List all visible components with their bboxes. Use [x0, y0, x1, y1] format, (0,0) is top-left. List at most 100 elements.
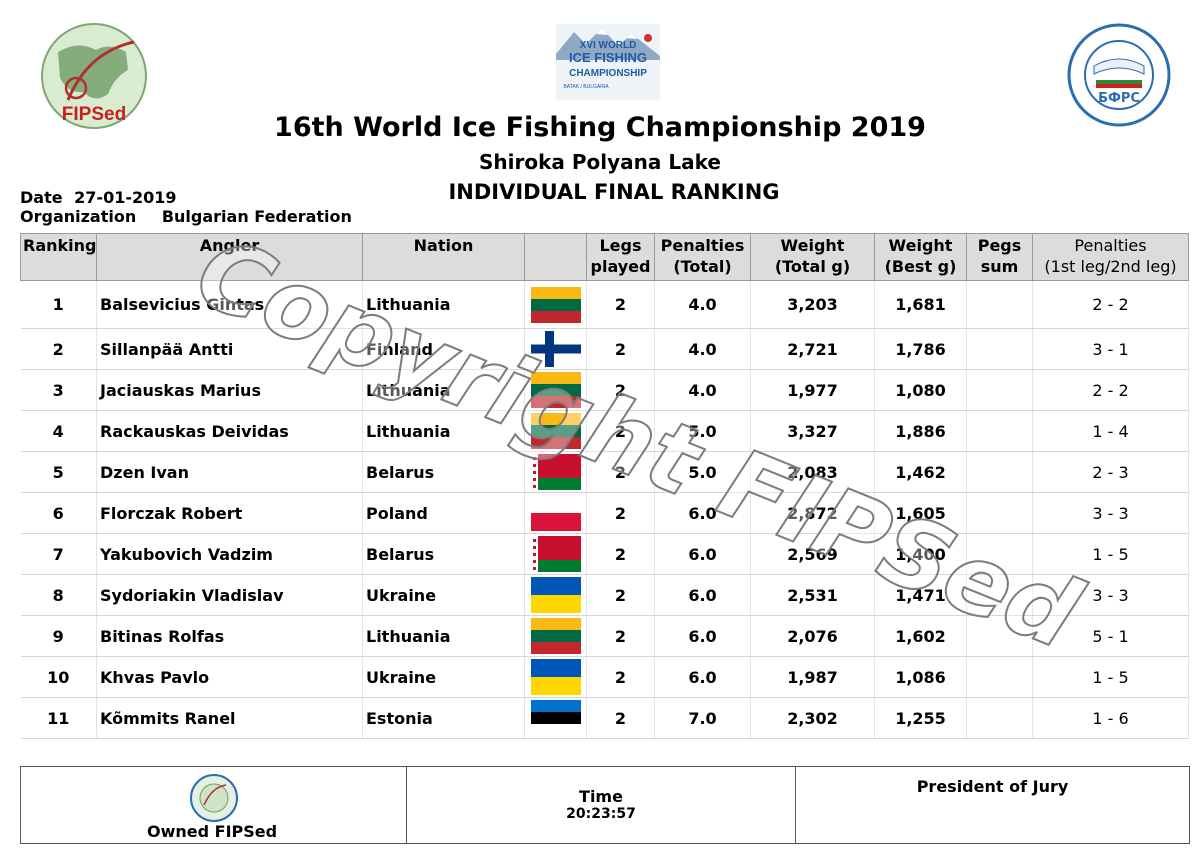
nation-cell: Ukraine [362, 656, 525, 698]
rank-cell: 8 [20, 574, 97, 616]
angler-cell: Khvas Pavlo [96, 656, 363, 698]
ukraine-flag-icon [530, 577, 581, 613]
table-row: 6 Florczak Robert Poland 2 6.0 2,872 1,605 3 - … [20, 492, 1189, 534]
footer-owner-cell: Owned FIPSed [21, 767, 407, 843]
penalties-cell: 5.0 [654, 451, 751, 493]
pegs-cell [966, 533, 1033, 575]
flag-cell [524, 328, 587, 370]
pegs-cell [966, 492, 1033, 534]
legs-cell: 2 [586, 574, 655, 616]
lithuania-flag-icon [530, 372, 581, 408]
flag-cell [524, 574, 587, 616]
angler-cell: Yakubovich Vadzim [96, 533, 363, 575]
table-row: 5 Dzen Ivan Belarus 2 5.0 2,083 1,462 2 - 3 [20, 451, 1189, 493]
legs-cell: 2 [586, 615, 655, 657]
header-penalties-total: Penalties (Total) [654, 233, 751, 281]
weight-total-cell: 1,987 [750, 656, 875, 698]
leg-penalties-cell: 3 - 1 [1032, 328, 1189, 370]
weight-total-cell: 1,977 [750, 369, 875, 411]
lithuania-flag-icon [530, 286, 581, 323]
legs-cell: 2 [586, 492, 655, 534]
svg-text:XVI WORLD: XVI WORLD [580, 40, 637, 51]
footer-jury-cell: President of Jury [796, 767, 1189, 843]
legs-cell: 2 [586, 280, 655, 329]
table-row: 3 Jaciauskas Marius Lithuania 2 4.0 1,977 1,08… [20, 369, 1189, 411]
date-label: Date [20, 188, 63, 207]
lithuania-flag-icon [530, 618, 581, 654]
weight-total-cell: 3,203 [750, 280, 875, 329]
table-row: 7 Yakubovich Vadzim Belarus 2 6.0 2,569 1,400 1… [20, 533, 1189, 575]
nation-cell: Belarus [362, 533, 525, 575]
legs-cell: 2 [586, 369, 655, 411]
pegs-cell [966, 369, 1033, 411]
weight-total-cell: 2,569 [750, 533, 875, 575]
header-weight-total: Weight (Total g) [750, 233, 875, 281]
header-pegs-sum: Pegs sum [966, 233, 1033, 281]
leg-penalties-cell: 3 - 3 [1032, 574, 1189, 616]
angler-cell: Bitinas Rolfas [96, 615, 363, 657]
federation-seal: БФРС [1066, 22, 1172, 128]
penalties-cell: 6.0 [654, 492, 751, 534]
fipsed-logo-text: FIPSed [62, 104, 126, 125]
pegs-cell [966, 574, 1033, 616]
rank-cell: 4 [20, 410, 97, 452]
weight-best-cell: 1,886 [874, 410, 967, 452]
weight-best-cell: 1,462 [874, 451, 967, 493]
rank-cell: 11 [20, 697, 97, 739]
svg-text:CHAMPIONSHIP: CHAMPIONSHIP [569, 68, 647, 79]
organization-label: Organization [20, 207, 137, 226]
header-leg-penalties: Penalties (1st leg/2nd leg) [1032, 233, 1189, 281]
angler-cell: Florczak Robert [96, 492, 363, 534]
penalties-cell: 5.0 [654, 410, 751, 452]
nation-cell: Belarus [362, 451, 525, 493]
rank-cell: 7 [20, 533, 97, 575]
svg-text:ICE FISHING: ICE FISHING [569, 50, 647, 65]
date-value: 27-01-2019 [74, 188, 177, 207]
nation-cell: Poland [362, 492, 525, 534]
header-nation: Nation [362, 233, 525, 281]
legs-cell: 2 [586, 410, 655, 452]
penalties-cell: 4.0 [654, 328, 751, 370]
legs-cell: 2 [586, 451, 655, 493]
jury-label: President of Jury [916, 777, 1069, 796]
fipsed-globe-logo-icon: FIPSed [41, 23, 147, 129]
fipsed-logo: FIPSed [38, 22, 150, 130]
belarus-flag-icon [530, 536, 581, 572]
flag-cell [524, 492, 587, 534]
footer-time-cell: Time 20:23:57 [407, 767, 796, 843]
page-subtitle: Shiroka Polyana Lake [479, 150, 721, 174]
weight-best-cell: 1,400 [874, 533, 967, 575]
nation-cell: Lithuania [362, 369, 525, 411]
weight-best-cell: 1,086 [874, 656, 967, 698]
svg-text:BATAK / BULGARIA: BATAK / BULGARIA [563, 84, 609, 90]
weight-total-cell: 2,721 [750, 328, 875, 370]
legs-cell: 2 [586, 697, 655, 739]
angler-cell: Kõmmits Ranel [96, 697, 363, 739]
table-header-row: Ranking Angler Nation Legs played Penalti… [20, 233, 1189, 281]
nation-cell: Lithuania [362, 410, 525, 452]
flag-cell [524, 451, 587, 493]
flag-cell [524, 656, 587, 698]
mountain-logo-icon: XVI WORLD ICE FISHING CHAMPIONSHIP BATAK… [556, 24, 660, 100]
leg-penalties-cell: 2 - 2 [1032, 280, 1189, 329]
leg-penalties-cell: 2 - 2 [1032, 369, 1189, 411]
angler-cell: Balsevicius Gintas [96, 280, 363, 329]
organization-line: Organization Bulgarian Federation [20, 207, 352, 226]
angler-cell: Rackauskas Deividas [96, 410, 363, 452]
finland-flag-icon [530, 331, 581, 367]
pegs-cell [966, 410, 1033, 452]
date-line: Date 27-01-2019 [20, 188, 177, 207]
page-title: 16th World Ice Fishing Championship 2019 [274, 112, 926, 143]
leg-penalties-cell: 1 - 6 [1032, 697, 1189, 739]
weight-total-cell: 3,327 [750, 410, 875, 452]
flag-cell [524, 410, 587, 452]
weight-best-cell: 1,080 [874, 369, 967, 411]
fipsed-seal-icon [190, 774, 238, 822]
pegs-cell [966, 328, 1033, 370]
bulgarian-federation-seal-icon: БФРС [1067, 23, 1171, 127]
weight-best-cell: 1,605 [874, 492, 967, 534]
header-legs: Legs played [586, 233, 655, 281]
table-row: 11 Kõmmits Ranel Estonia 2 7.0 2,302 1,255 1 - … [20, 697, 1189, 739]
nation-cell: Lithuania [362, 615, 525, 657]
owned-label: Owned FIPSed [147, 822, 278, 841]
